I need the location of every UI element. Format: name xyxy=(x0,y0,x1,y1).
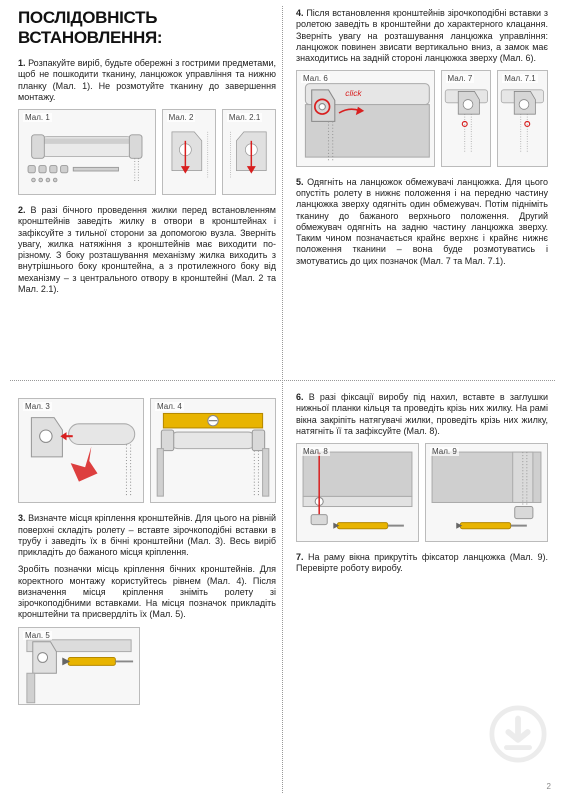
step-3a-body: Визначте місця кріплення кронштейнів. Дл… xyxy=(18,513,276,557)
step-1-text: 1. Розпакуйте виріб, будьте обережні з г… xyxy=(18,58,276,103)
horizontal-separator xyxy=(10,380,555,381)
fig-row-1: Мал. 1 Ма xyxy=(18,109,276,195)
fig-1-label: Мал. 1 xyxy=(23,113,52,122)
figure-7-1: Мал. 7.1 xyxy=(497,70,548,167)
fig-6-svg: click xyxy=(297,71,434,166)
step-5-text: 5. Одягніть на ланцюжок обмежувачі ланцю… xyxy=(296,177,548,267)
step-5-body: Одягніть на ланцюжок обмежувачі ланцюжка… xyxy=(296,177,548,266)
page-title: ПОСЛІДОВНІСТЬ ВСТАНОВЛЕННЯ: xyxy=(18,8,276,48)
step-4-text: 4. Після встановлення кронштейнів зірочк… xyxy=(296,8,548,64)
figure-9: Мал. 9 xyxy=(425,443,548,542)
fig-row-8-9: Мал. 8 Мал. 9 xyxy=(296,443,548,542)
fig-3-label: Мал. 3 xyxy=(23,402,52,411)
fig-8-svg xyxy=(297,444,418,541)
fig-6-label: Мал. 6 xyxy=(301,74,330,83)
watermark-icon xyxy=(489,705,547,763)
step-4-body: Після встановлення кронштейнів зірочкопо… xyxy=(296,8,548,63)
fig-4-label: Мал. 4 xyxy=(155,402,184,411)
fig-8-label: Мал. 8 xyxy=(301,447,330,456)
step-6-body: В разі фіксації виробу під нахил, вставт… xyxy=(296,392,548,436)
quadrant-bottom-left: Мал. 3 Мал. 4 xyxy=(18,392,276,715)
fig-9-label: Мал. 9 xyxy=(430,447,459,456)
quadrant-bottom-right: 6. В разі фіксації виробу під нахил, вст… xyxy=(296,392,548,580)
step-7-body: На раму вікна прикрутіть фіксатор ланцюж… xyxy=(296,552,548,573)
vertical-separator xyxy=(282,6,283,793)
fig-2-svg xyxy=(163,110,215,194)
figure-8: Мал. 8 xyxy=(296,443,419,542)
step-3a-text: 3. Визначте місця кріплення кронштейнів.… xyxy=(18,513,276,558)
step-2-body: В разі бічного проведення жилки перед вс… xyxy=(18,205,276,294)
fig-row-6: Мал. 6 click Мал. 7 xyxy=(296,70,548,167)
fig-21-svg xyxy=(223,110,275,194)
step-6-text: 6. В разі фіксації виробу під нахил, вст… xyxy=(296,392,548,437)
fig-7-svg xyxy=(442,71,491,166)
figure-2-1: Мал. 2.1 xyxy=(222,109,276,195)
quadrant-top-right: 4. Після встановлення кронштейнів зірочк… xyxy=(296,8,548,273)
quadrant-top-left: ПОСЛІДОВНІСТЬ ВСТАНОВЛЕННЯ: 1. Розпакуйт… xyxy=(18,8,276,301)
fig-row-5: Мал. 5 xyxy=(18,627,276,706)
figure-6: Мал. 6 click xyxy=(296,70,435,167)
figure-2: Мал. 2 xyxy=(162,109,216,195)
page-number: 2 xyxy=(547,782,551,791)
fig-5-label: Мал. 5 xyxy=(23,631,52,640)
figure-4: Мал. 4 xyxy=(150,398,276,503)
step-1-body: Розпакуйте виріб, будьте обережні з гост… xyxy=(18,58,276,102)
fig-9-svg xyxy=(426,444,547,541)
fig-1-svg xyxy=(19,110,155,194)
fig-4-svg xyxy=(151,399,275,502)
fig-71-svg xyxy=(498,71,547,166)
figure-7: Мал. 7 xyxy=(441,70,492,167)
fig-2-label: Мал. 2 xyxy=(167,113,196,122)
fig-3-svg xyxy=(19,399,143,502)
fig-21-label: Мал. 2.1 xyxy=(227,113,262,122)
figure-5: Мал. 5 xyxy=(18,627,140,706)
fig-71-label: Мал. 7.1 xyxy=(502,74,537,83)
fig-7-label: Мал. 7 xyxy=(446,74,475,83)
figure-3: Мал. 3 xyxy=(18,398,144,503)
click-label: click xyxy=(345,88,362,98)
fig-row-3-4: Мал. 3 Мал. 4 xyxy=(18,398,276,503)
figure-1: Мал. 1 xyxy=(18,109,156,195)
step-2-text: 2. В разі бічного проведення жилки перед… xyxy=(18,205,276,295)
step-3b-text: Зробіть позначки місць кріплення бічних … xyxy=(18,564,276,620)
step-7-text: 7. На раму вікна прикрутіть фіксатор лан… xyxy=(296,552,548,575)
step-3b-body: Зробіть позначки місць кріплення бічних … xyxy=(18,564,276,619)
page: ПОСЛІДОВНІСТЬ ВСТАНОВЛЕННЯ: 1. Розпакуйт… xyxy=(0,0,565,799)
